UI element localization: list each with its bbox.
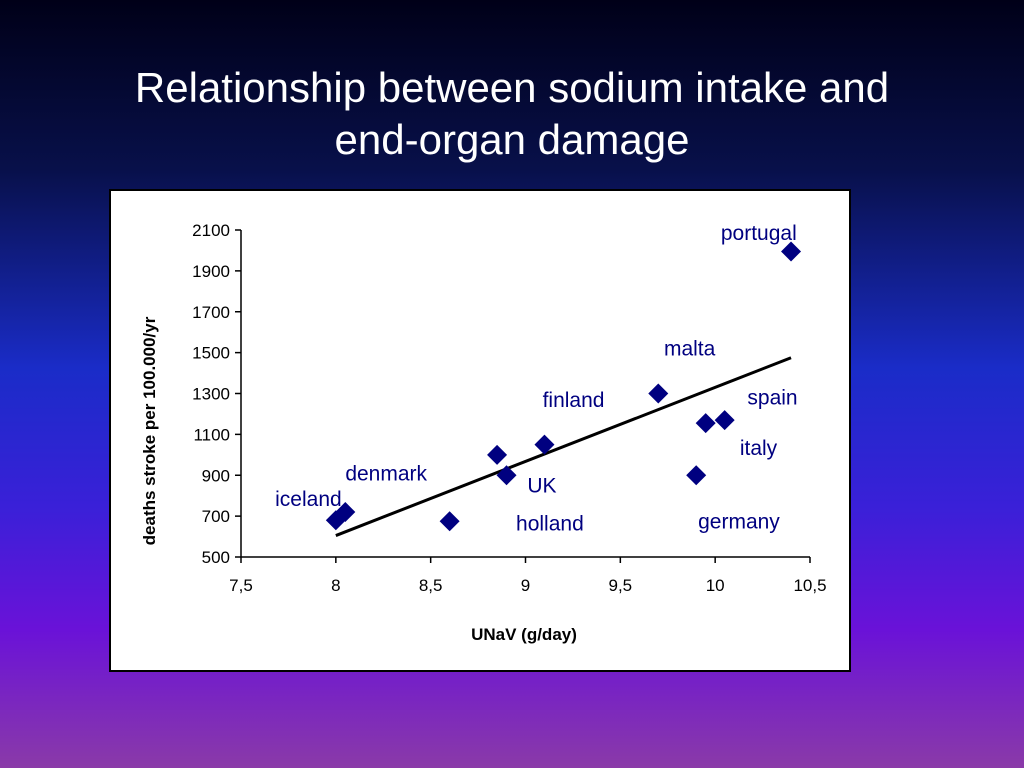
x-axis: 7,5 8 8,5 9 9,5 10 10,5: [229, 556, 827, 595]
point-label-italy: italy: [740, 437, 778, 460]
scatter-chart: 500 700 900 1100 1300 1500 1700 1900 2100 7,5 8 8,…: [140, 221, 827, 644]
point-label-spain: spain: [747, 387, 797, 410]
y-tick-label: 1300: [192, 385, 230, 404]
x-tick-label: 9,5: [609, 576, 633, 595]
x-tick-label: 10: [706, 576, 725, 595]
point-label-holland: holland: [516, 512, 584, 535]
x-tick-label: 9: [521, 576, 530, 595]
y-tick-label: 700: [202, 507, 230, 526]
data-point: [439, 511, 460, 532]
data-point: [686, 465, 707, 486]
x-tick-label: 8: [331, 576, 340, 595]
y-tick-label: 1100: [193, 425, 230, 444]
chart-panel: 500 700 900 1100 1300 1500 1700 1900 2100 7,5 8 8,…: [109, 189, 851, 672]
data-point: [648, 383, 669, 404]
slide-title: Relationship between sodium intake and e…: [0, 62, 1024, 166]
data-point: [487, 444, 508, 465]
trendline-group: [335, 356, 792, 537]
x-tick-label: 7,5: [229, 576, 253, 595]
data-point: [496, 465, 517, 486]
point-label-denmark: denmark: [345, 462, 427, 485]
data-point: [781, 241, 802, 262]
y-tick-label: 1900: [192, 262, 230, 281]
y-tick-label: 900: [202, 466, 230, 485]
data-point: [335, 502, 356, 523]
x-tick-label: 8,5: [419, 576, 443, 595]
point-label-germany: germany: [698, 510, 780, 533]
slide-title-line-2: end-organ damage: [334, 116, 690, 163]
point-label-malta: malta: [664, 338, 716, 361]
data-points: [325, 241, 802, 532]
data-point: [534, 434, 555, 455]
y-tick-label: 2100: [192, 221, 230, 240]
slide-title-line-1: Relationship between sodium intake and: [134, 64, 890, 111]
x-tick-label: 10,5: [793, 576, 826, 595]
y-tick-label: 1500: [192, 344, 230, 363]
point-label-uk: UK: [527, 475, 556, 498]
y-tick-label: 500: [202, 548, 230, 567]
data-point: [714, 410, 735, 431]
y-axis: 500 700 900 1100 1300 1500 1700 1900 2100: [192, 221, 242, 567]
trendline: [335, 356, 792, 537]
point-label-iceland: iceland: [275, 488, 342, 511]
y-tick-label: 1700: [192, 303, 230, 322]
y-axis-title: deaths stroke per 100.000/yr: [140, 316, 159, 545]
x-axis-title: UNaV (g/day): [471, 625, 577, 644]
data-point: [695, 413, 716, 434]
point-label-finland: finland: [543, 389, 605, 412]
point-label-portugal: portugal: [721, 222, 797, 245]
